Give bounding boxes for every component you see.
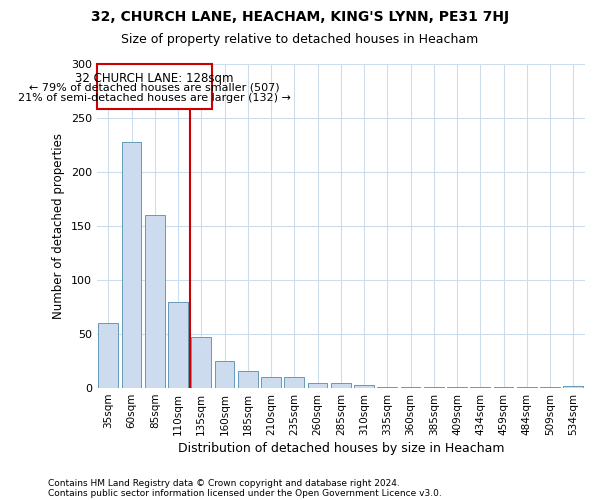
Bar bbox=[401, 387, 421, 388]
Text: ← 79% of detached houses are smaller (507): ← 79% of detached houses are smaller (50… bbox=[29, 82, 280, 92]
Bar bbox=[354, 385, 374, 388]
Bar bbox=[331, 382, 351, 388]
Y-axis label: Number of detached properties: Number of detached properties bbox=[52, 133, 65, 319]
Bar bbox=[540, 387, 560, 388]
Text: Size of property relative to detached houses in Heacham: Size of property relative to detached ho… bbox=[121, 32, 479, 46]
FancyBboxPatch shape bbox=[97, 64, 212, 110]
Text: 32 CHURCH LANE: 128sqm: 32 CHURCH LANE: 128sqm bbox=[75, 72, 233, 85]
Bar bbox=[377, 387, 397, 388]
Bar bbox=[191, 338, 211, 388]
Bar bbox=[494, 387, 514, 388]
Bar bbox=[447, 387, 467, 388]
Bar bbox=[563, 386, 583, 388]
Bar bbox=[308, 382, 328, 388]
Bar bbox=[517, 387, 537, 388]
Bar bbox=[261, 378, 281, 388]
X-axis label: Distribution of detached houses by size in Heacham: Distribution of detached houses by size … bbox=[178, 442, 504, 455]
Bar bbox=[168, 302, 188, 388]
Bar bbox=[98, 324, 118, 388]
Bar bbox=[470, 387, 490, 388]
Bar bbox=[122, 142, 142, 388]
Text: Contains public sector information licensed under the Open Government Licence v3: Contains public sector information licen… bbox=[48, 488, 442, 498]
Bar bbox=[284, 378, 304, 388]
Text: 21% of semi-detached houses are larger (132) →: 21% of semi-detached houses are larger (… bbox=[18, 93, 290, 103]
Text: Contains HM Land Registry data © Crown copyright and database right 2024.: Contains HM Land Registry data © Crown c… bbox=[48, 478, 400, 488]
Bar bbox=[238, 371, 257, 388]
Bar bbox=[215, 361, 235, 388]
Bar bbox=[424, 387, 444, 388]
Text: 32, CHURCH LANE, HEACHAM, KING'S LYNN, PE31 7HJ: 32, CHURCH LANE, HEACHAM, KING'S LYNN, P… bbox=[91, 10, 509, 24]
Bar bbox=[145, 215, 164, 388]
